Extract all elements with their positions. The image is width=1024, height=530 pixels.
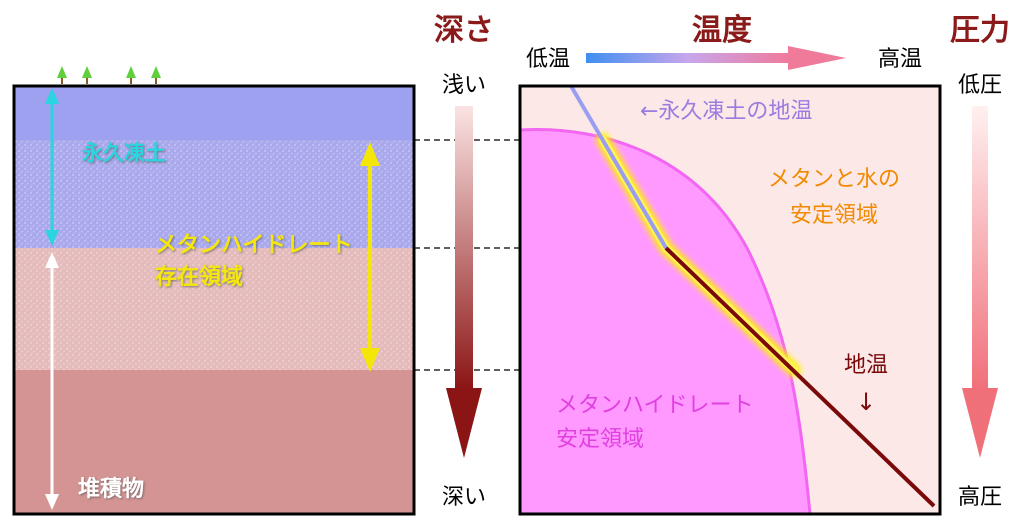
hydrate-zone-label-line2: 存在領域 <box>155 264 243 290</box>
depth-deep-label: 深い <box>442 485 486 510</box>
hydrate-stable-region <box>520 129 810 514</box>
sediment-layer <box>14 370 414 514</box>
pressure-high-label: 高圧 <box>958 485 1002 510</box>
hydrate-stable-label-line2: 安定領域 <box>556 427 644 452</box>
geotherm-label: 地温 <box>844 353 888 378</box>
permafrost-layer-solid <box>14 86 414 140</box>
geotherm-down-arrow: ↓ <box>856 388 876 416</box>
speckle-overlay <box>14 140 414 248</box>
temperature-high-label: 高温 <box>878 47 922 72</box>
speckle-overlay <box>14 248 414 370</box>
depth-axis: 深さ 浅い 深い <box>434 13 494 510</box>
depth-header: 深さ <box>434 13 494 48</box>
pressure-gradient-arrow-icon <box>962 106 998 458</box>
depth-gradient-arrow-icon <box>446 106 482 458</box>
right-panel: ←永久凍土の地温 メタンと水の 安定領域 地温 ↓ メタンハイドレート 安定領域 <box>518 84 942 516</box>
temperature-gradient-arrow-icon <box>586 46 846 70</box>
tree-icon <box>82 66 92 84</box>
methane-water-label-line2: 安定領域 <box>790 203 878 228</box>
hydrate-zone-label-line1: メタンハイドレート <box>155 233 353 258</box>
temperature-header: 温度 <box>692 13 752 48</box>
permafrost-geotherm-line <box>569 84 668 250</box>
methane-water-label-line1: メタンと水の <box>768 167 900 192</box>
hydrate-zone-double-arrow-icon <box>360 142 380 372</box>
left-panel: 永久凍土 メタンハイドレート 存在領域 堆積物 <box>12 66 416 516</box>
temperature-low-label: 低温 <box>526 47 570 72</box>
pressure-axis: 圧力 低圧 高圧 <box>950 13 1010 510</box>
right-panel-frame <box>518 84 942 516</box>
pressure-header: 圧力 <box>950 13 1010 48</box>
sediment-double-arrow-icon <box>45 252 59 510</box>
hydrate-stable-label-line1: メタンハイドレート <box>556 393 754 418</box>
permafrost-double-arrow-icon <box>45 88 59 246</box>
tree-icon <box>151 66 161 84</box>
depth-shallow-label: 浅い <box>442 73 486 98</box>
temperature-axis: 温度 低温 高温 <box>526 13 922 72</box>
sediment-label: 堆積物 <box>78 476 144 502</box>
tree-icon <box>126 66 136 84</box>
left-panel-frame <box>12 84 416 516</box>
pressure-low-label: 低圧 <box>958 73 1002 98</box>
permafrost-label: 永久凍土 <box>81 141 166 165</box>
permafrost-temp-label: ←永久凍土の地温 <box>640 99 812 124</box>
sediment-geotherm-line <box>664 246 936 508</box>
tree-icon <box>57 66 67 84</box>
